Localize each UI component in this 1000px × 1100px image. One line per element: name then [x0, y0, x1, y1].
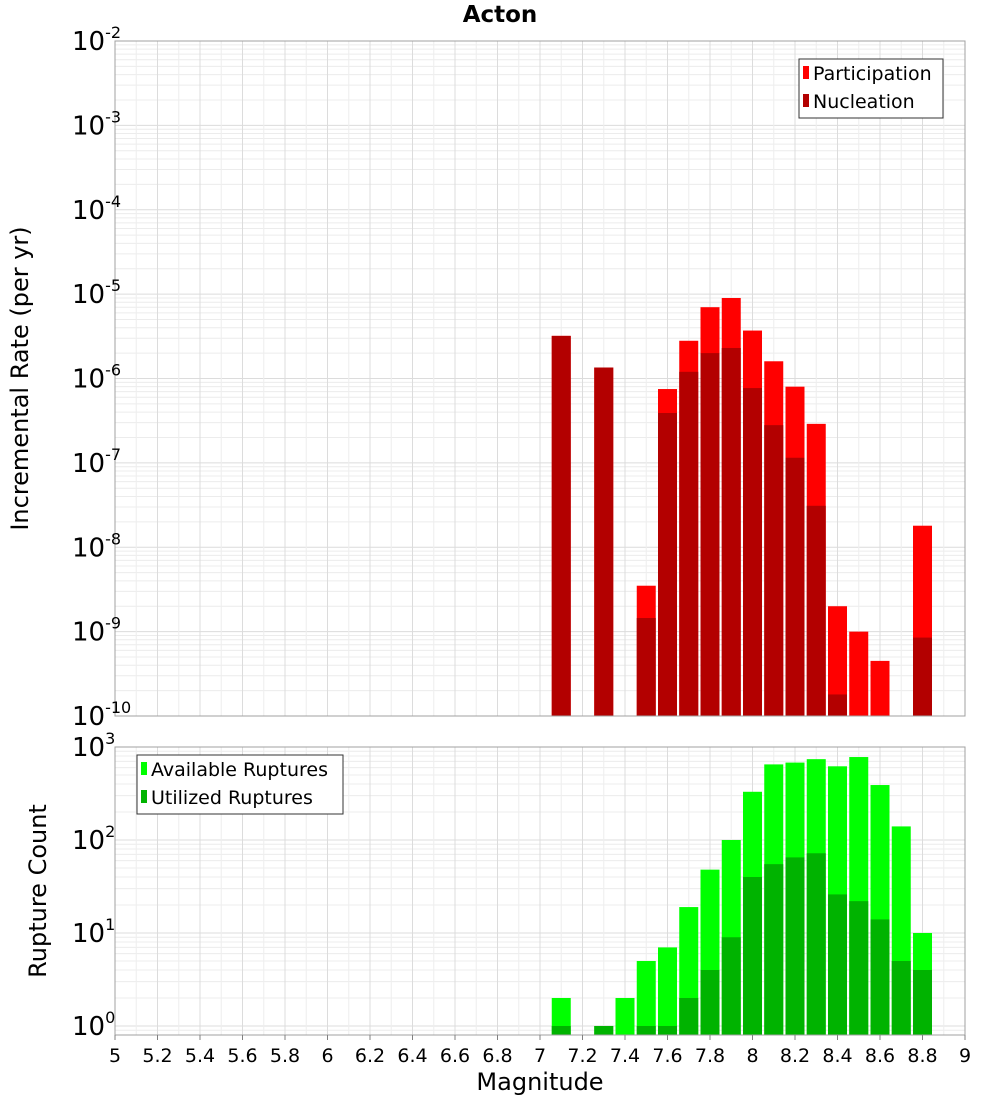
available-ruptures-bar: [658, 947, 677, 1035]
count-y-tick-label: 100: [72, 1008, 115, 1042]
nucleation-bar: [594, 367, 614, 716]
available-ruptures-legend-label: Available Ruptures: [151, 759, 328, 781]
utilized-ruptures-bar: [658, 1025, 677, 1035]
rate-legend: Participation Nucleation: [798, 58, 944, 119]
utilized-ruptures-bar: [594, 1025, 614, 1035]
x-tick-label: 7: [534, 1045, 546, 1067]
nucleation-bar: [679, 371, 699, 716]
utilized-ruptures-bar: [721, 937, 741, 1035]
x-tick-label: 8.8: [907, 1045, 937, 1067]
available-ruptures-bar: [551, 997, 571, 1035]
nucleation-bar: [658, 413, 677, 716]
x-tick-label: 9: [959, 1045, 971, 1067]
x-tick-label: 7.2: [567, 1045, 597, 1067]
rate-y-tick-label: 10-10: [72, 698, 131, 732]
nucleation-bar: [743, 388, 762, 716]
x-tick-label: 5.4: [185, 1045, 215, 1067]
rate-y-tick-label: 10-6: [72, 361, 121, 395]
rate-y-tick-label: 10-4: [72, 192, 121, 226]
participation-legend-swatch: [803, 66, 809, 79]
x-tick-label: 5: [109, 1045, 121, 1067]
utilized-ruptures-bar: [849, 901, 869, 1035]
rate-y-axis-label: Incremental Rate (per yr): [6, 226, 34, 530]
count-y-tick-label: 101: [72, 915, 115, 949]
count-y-axis-label: Rupture Count: [24, 804, 52, 978]
utilized-ruptures-bar: [828, 894, 847, 1035]
count-legend: Available Ruptures Utilized Ruptures: [136, 754, 344, 815]
x-tick-label: 7.4: [610, 1045, 640, 1067]
count-y-tick-label: 102: [72, 822, 115, 856]
utilized-ruptures-legend-label: Utilized Ruptures: [151, 787, 313, 809]
nucleation-bar: [806, 505, 826, 716]
x-axis-label: Magnitude: [476, 1068, 603, 1096]
x-tick-label: 7.8: [695, 1045, 725, 1067]
x-tick-label: 5.2: [142, 1045, 172, 1067]
x-tick-label: 6: [321, 1045, 333, 1067]
participation-bar: [870, 660, 890, 716]
rate-plot: 10-2 10-3 10-4 10-5 10-6 10-7 10-8 10-9 10-10 Inc…: [6, 23, 966, 732]
nucleation-bar: [636, 618, 656, 716]
x-tick-label: 5.8: [270, 1045, 300, 1067]
nucleation-legend-swatch: [803, 94, 809, 107]
nucleation-bar: [828, 694, 847, 716]
x-tick-label: 6.2: [355, 1045, 385, 1067]
rate-y-tick-label: 10-9: [72, 614, 121, 648]
chart-title: Acton: [463, 2, 538, 28]
utilized-ruptures-bar: [891, 960, 911, 1035]
nucleation-bar: [764, 425, 784, 716]
participation-legend-label: Participation: [813, 63, 932, 85]
x-tick-label: 8: [746, 1045, 758, 1067]
rate-y-tick-label: 10-8: [72, 529, 121, 563]
rate-y-tick-label: 10-2: [72, 23, 121, 57]
utilized-ruptures-bar: [743, 877, 762, 1035]
x-tick-label: 5.6: [227, 1045, 257, 1067]
x-tick-label: 8.4: [822, 1045, 852, 1067]
nucleation-legend-label: Nucleation: [813, 91, 915, 113]
count-bars: [551, 757, 932, 1035]
rate-legend-box: [798, 58, 944, 119]
x-tick-label: 7.6: [652, 1045, 682, 1067]
x-tick-label: 6.6: [440, 1045, 470, 1067]
available-ruptures-legend-swatch: [141, 762, 147, 775]
participation-bar: [849, 631, 869, 716]
utilized-ruptures-bar: [636, 1025, 656, 1035]
utilized-ruptures-legend-swatch: [141, 790, 147, 803]
x-tick-label: 8.6: [865, 1045, 895, 1067]
utilized-ruptures-bar: [551, 1025, 571, 1035]
nucleation-bar: [913, 637, 932, 716]
x-tick-label: 6.4: [397, 1045, 427, 1067]
utilized-ruptures-bar: [913, 969, 932, 1035]
utilized-ruptures-bar: [700, 969, 720, 1035]
participation-bar: [828, 606, 847, 716]
available-ruptures-bar: [636, 960, 656, 1035]
count-y-tick-label: 103: [72, 729, 115, 763]
nucleation-bar: [785, 457, 805, 716]
rate-y-tick-label: 10-7: [72, 445, 121, 479]
utilized-ruptures-bar: [764, 864, 784, 1035]
x-tick-label: 8.2: [780, 1045, 810, 1067]
rate-y-tick-label: 10-3: [72, 107, 121, 141]
utilized-ruptures-bar: [870, 919, 890, 1035]
nucleation-bar: [551, 335, 571, 716]
utilized-ruptures-bar: [679, 997, 699, 1035]
rate-y-tick-label: 10-5: [72, 276, 121, 310]
available-ruptures-bar: [615, 997, 635, 1035]
x-tick-label: 6.8: [482, 1045, 512, 1067]
nucleation-bar: [700, 353, 720, 716]
utilized-ruptures-bar: [785, 857, 805, 1035]
utilized-ruptures-bar: [806, 853, 826, 1035]
count-legend-box: [136, 754, 344, 815]
rate-bars: [551, 297, 932, 716]
rate-plot-frame: [114, 40, 966, 717]
nucleation-bar: [721, 347, 741, 716]
